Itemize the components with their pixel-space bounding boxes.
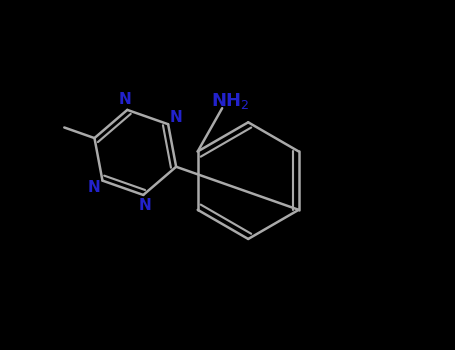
Text: N: N [170, 110, 182, 125]
Text: N: N [88, 180, 101, 195]
Text: N: N [139, 198, 152, 213]
Text: N: N [119, 92, 132, 107]
Text: NH$_2$: NH$_2$ [211, 91, 250, 111]
